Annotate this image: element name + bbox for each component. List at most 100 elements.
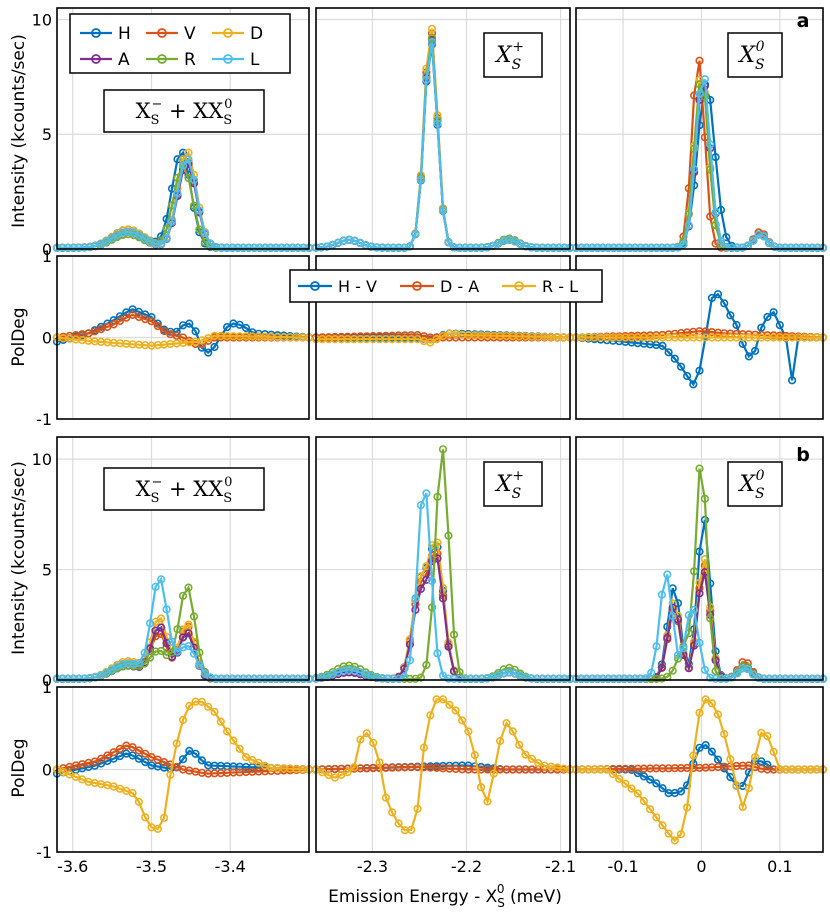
axes-b-poldeg-col1: -1 0 1 -3.6 -3.5 -3.4 [36, 678, 314, 876]
data-point [695, 638, 704, 648]
data-point [769, 747, 778, 757]
data-point [266, 674, 275, 684]
data-point [433, 119, 442, 128]
data-point [438, 594, 448, 603]
data-point [141, 757, 150, 767]
legend-swatch-marker [223, 28, 233, 38]
data-point [210, 707, 219, 716]
y-tick-label: 1 [42, 247, 52, 266]
data-point [620, 243, 629, 252]
data-point [689, 751, 698, 760]
data-point [711, 674, 720, 683]
label-a-col3-x: X [737, 43, 756, 68]
data-point [58, 674, 67, 684]
legend-label: L [250, 50, 260, 70]
axes-frame [575, 686, 824, 853]
data-point [466, 243, 475, 252]
data-point [502, 718, 511, 728]
data-point [639, 772, 649, 781]
data-point [228, 674, 237, 684]
data-point [197, 756, 206, 765]
data-point [684, 611, 693, 620]
data-point [211, 674, 220, 683]
data-point [505, 668, 514, 677]
data-point [134, 754, 143, 763]
data-point [451, 706, 460, 715]
data-point [191, 749, 200, 758]
data-point [103, 751, 112, 760]
data-point [223, 323, 232, 332]
legend-item-l: L [212, 50, 260, 70]
data-point [261, 674, 270, 684]
data-point [722, 674, 731, 683]
data-point [173, 189, 182, 198]
data-point [195, 206, 204, 215]
data-point [184, 620, 193, 629]
data-point [749, 236, 758, 245]
data-point [706, 614, 715, 623]
legend-label: V [184, 24, 196, 44]
data-point [124, 227, 133, 236]
data-point [775, 243, 785, 252]
x-tick-label: 0 [696, 857, 706, 876]
data-point [726, 755, 735, 764]
data-point [549, 674, 558, 684]
data-point [124, 659, 133, 668]
data-point [668, 243, 677, 252]
axes-b-intensity-col3 [571, 436, 828, 684]
data-point [770, 674, 779, 684]
data-point [229, 736, 238, 745]
legend-box [69, 13, 291, 74]
legend-label: R [184, 50, 196, 70]
ylabel-b-poldeg: PolDeg [9, 738, 29, 797]
data-point [614, 674, 624, 684]
data-point [432, 335, 441, 344]
data-point [477, 783, 486, 792]
axes-frame [575, 436, 824, 681]
data-point [781, 243, 790, 252]
data-point [394, 819, 403, 828]
data-point [598, 674, 607, 684]
ylabel-a-intensity: Intensity (kcounts/sec) [9, 34, 29, 228]
data-point [695, 366, 704, 375]
data-point [367, 242, 376, 251]
data-point [200, 229, 209, 238]
data-point [189, 612, 199, 621]
series-r-l [571, 333, 828, 342]
label-a-col1-sup1: − [151, 97, 162, 112]
data-point [128, 788, 137, 798]
data-point [178, 755, 188, 764]
data-point [483, 243, 492, 252]
y-tick-label: 10 [32, 10, 52, 29]
data-point [178, 625, 188, 634]
data-point [195, 225, 204, 234]
label-a-col1-x: X [136, 99, 151, 123]
data-point [543, 674, 553, 684]
data-point [369, 738, 378, 747]
data-point [372, 243, 381, 252]
data-point [146, 653, 155, 662]
data-point [577, 243, 586, 252]
data-point [134, 746, 143, 755]
label-a-col2-sup: + [512, 39, 524, 55]
data-point [716, 674, 726, 684]
data-point [658, 821, 667, 830]
data-point [411, 674, 420, 683]
data-point [162, 234, 171, 243]
data-point [241, 323, 251, 333]
data-point [394, 243, 403, 252]
data-point [178, 643, 188, 652]
data-point [157, 646, 166, 656]
label-b-col1-sub2: S [223, 491, 232, 506]
data-point [350, 763, 359, 772]
data-point [153, 322, 162, 331]
data-point [477, 243, 486, 252]
data-point [343, 767, 352, 777]
data-point [802, 674, 812, 684]
data-point [337, 770, 346, 780]
data-point [499, 236, 508, 245]
data-point [652, 243, 661, 252]
data-point [416, 673, 426, 682]
series-l [52, 155, 314, 252]
